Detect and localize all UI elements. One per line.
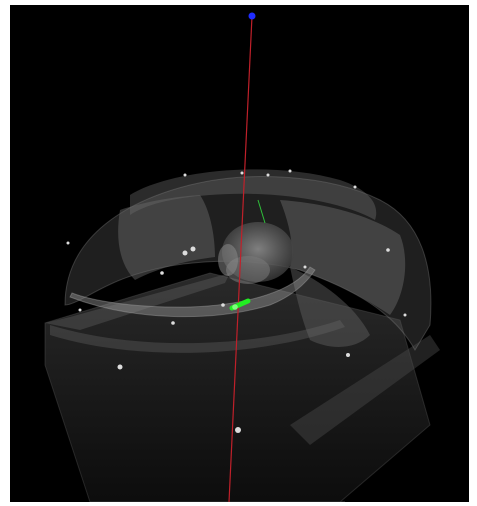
3d-viewport[interactable] [10,5,469,502]
isocenter-marker[interactable] [229,298,251,311]
fiducial-markers [66,169,407,433]
volume-render-canvas[interactable] [10,5,469,502]
volume-shell [64,169,432,351]
axis-gizmo[interactable] [228,12,266,503]
volume-arc-tray [50,266,345,353]
z-axis-line [228,15,253,502]
y-axis-line [257,199,266,224]
z-axis-endpoint[interactable] [248,12,256,20]
